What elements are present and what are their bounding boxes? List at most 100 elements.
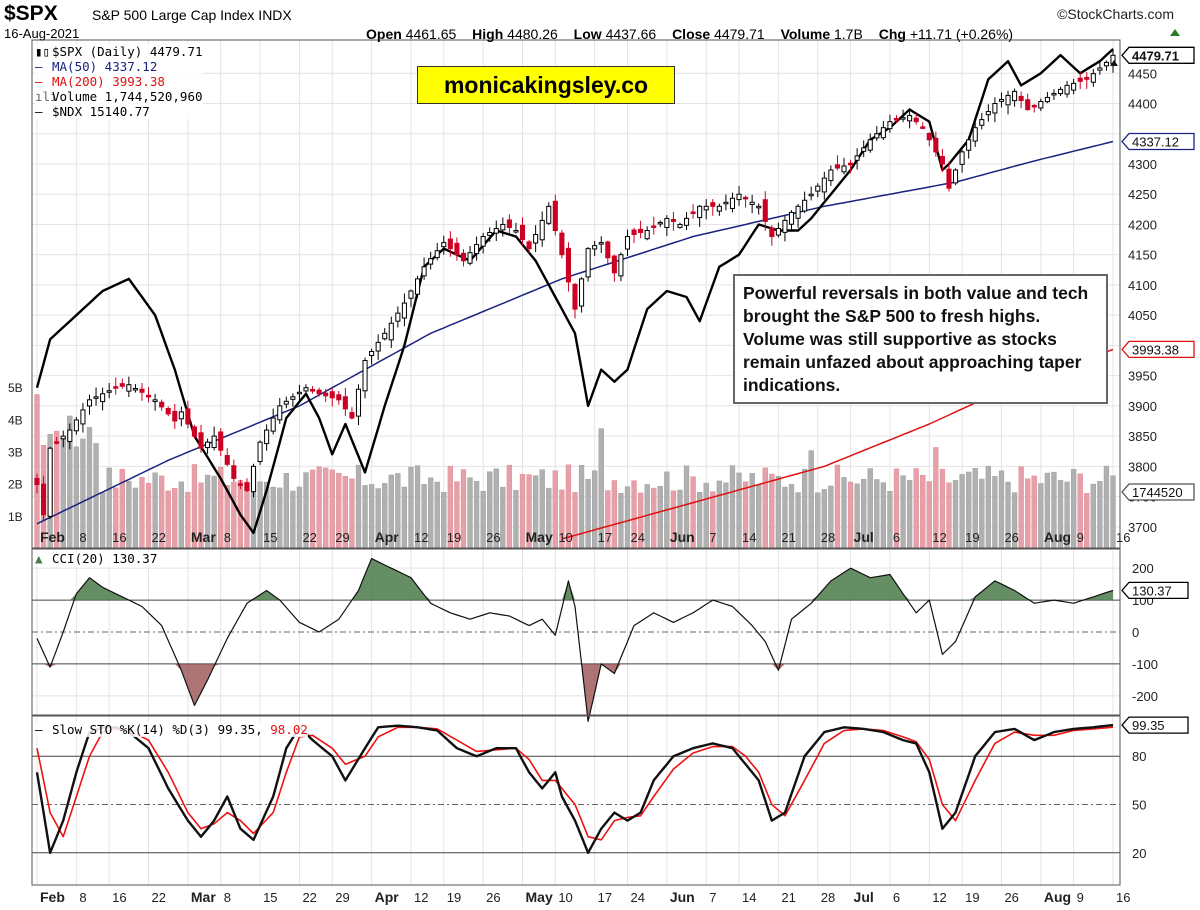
close-label: Close [672,26,711,42]
candle-body [985,111,991,116]
candle-body [1071,82,1077,91]
watermark: ©StockCharts.com [1057,6,1174,22]
candle-body [716,205,722,212]
candle-body [211,435,217,449]
sto-x-tick-label: 8 [224,890,231,905]
candle-body [854,155,860,161]
candle-body [788,211,795,225]
cci-tag: 130.37 [1121,581,1189,600]
candle-body [651,225,657,228]
volume-bar [1031,475,1037,549]
candle-body [592,245,598,250]
volume-bar [473,480,480,549]
candle-body [1025,99,1031,111]
volume-bar [959,474,965,549]
candle-body [664,217,670,228]
candle-body [782,219,788,233]
sto-x-tick-label: 12 [414,890,428,905]
value-tag-text: 4337.12 [1132,135,1179,150]
volume-bar [401,486,408,549]
candle-body [460,252,467,262]
candle-body [185,408,191,425]
volume-bar [316,466,322,549]
ohlc-line: Open 4461.65 High 4480.26 Low 4437.66 Cl… [366,26,1013,42]
value-tag-text: 1744520 [1132,485,1183,500]
volume-bar [362,485,368,549]
cci-legend: ▲ CCI(20) 130.37 [35,551,158,566]
candle-body [703,205,709,211]
candle-body [132,387,138,391]
volume-bar [277,487,283,549]
candle-body [900,117,906,120]
volume-bar [887,491,893,549]
volume-bar [880,482,887,549]
sto-x-tick-label: 22 [152,890,166,905]
candle-body [1031,104,1037,108]
volume-bar [139,477,145,549]
sto-x-tick-label: Aug [1044,889,1071,905]
sto-y-tick-label: 20 [1132,846,1146,861]
volume-bar [1025,478,1031,549]
cci-y-tick-label: 0 [1132,625,1139,640]
volume-bar [834,464,841,549]
price-x-tick-label: 15 [263,530,277,545]
candle-body [145,394,152,398]
candle-body [349,412,355,419]
candle-body [631,229,637,236]
chg-label: Chg [878,26,906,42]
price-legend: ▮▯ $SPX (Daily) 4479.71 — MA(50) 4337.12 —… [35,44,203,119]
candle-body [585,248,591,278]
volume-bar [73,446,80,549]
sto-x-tick-label: Apr [375,889,400,905]
volume-bar [729,465,736,549]
ma50-tag: 4337.12 [1121,132,1195,151]
sto-x-tick-label: 14 [742,890,756,905]
sto-k-label: Slow STO %K(14) %D(3) 99.35, [52,722,263,737]
candle-body [815,185,821,192]
price-x-tick-label: 12 [932,530,946,545]
candle-body [808,193,814,197]
candle-body [565,247,571,283]
candle-body [47,447,53,517]
price-x-tick-label: Jun [670,529,695,545]
candle-body [41,483,47,516]
candle-body [1057,88,1064,95]
price-y-tick-label: 3900 [1128,399,1157,414]
volume-bar [841,477,847,549]
candle-body [972,127,978,142]
value-tag-box [1121,340,1195,359]
volume-bar [1070,469,1077,549]
candle-body [1018,95,1024,101]
candle-body [1097,67,1103,71]
candle-body [828,169,834,182]
value-tag-box [1121,581,1189,600]
sto-panel [35,723,1114,854]
candle-body [611,255,617,274]
volume-bar [296,486,303,549]
candle-body [336,394,342,401]
candle-body [1005,94,1011,106]
candle-body [1044,96,1050,103]
volume-bar [172,488,178,549]
candle-body [1051,92,1057,96]
close-value: 4479.71 [714,26,765,42]
candle-body [802,199,808,212]
cci-negative-area [37,663,1113,722]
volume-y-tick-label: 2B [8,478,23,492]
candle-body [375,341,381,352]
candle-body [310,389,316,392]
candle-body [257,441,263,463]
price-y-tick-label: 3950 [1128,369,1157,384]
candle-body [231,465,237,479]
price-y-tick-label: 3850 [1128,429,1157,444]
value-tag-text: 4479.71 [1132,48,1179,63]
sto-x-tick-label: 29 [335,890,349,905]
volume-bar [480,490,486,549]
volume-bar [775,476,782,549]
candle-body [34,477,40,486]
volume-bar [349,478,355,549]
candle-body [1064,84,1070,95]
price-y-tick-label: 4450 [1128,66,1157,81]
candle-body [959,151,965,165]
candle-body [1084,76,1090,80]
